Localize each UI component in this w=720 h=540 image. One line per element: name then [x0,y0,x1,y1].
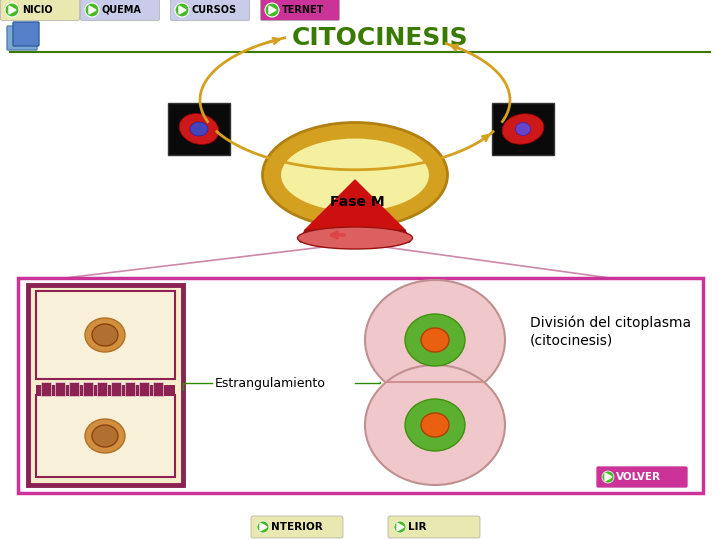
FancyBboxPatch shape [251,516,343,538]
Text: LIR: LIR [408,522,426,532]
FancyBboxPatch shape [261,0,340,21]
Text: TERNET: TERNET [282,5,325,15]
Ellipse shape [280,138,430,213]
Ellipse shape [405,399,465,451]
Bar [168,103,230,155]
Polygon shape [397,523,404,531]
Bar [36,395,175,477]
Text: CITOCINESIS: CITOCINESIS [292,26,468,50]
FancyBboxPatch shape [13,22,39,46]
Ellipse shape [365,280,505,400]
Ellipse shape [421,413,449,437]
Bar [83,382,93,396]
Bar [69,382,79,396]
Bar [41,382,51,396]
Ellipse shape [297,227,413,249]
Ellipse shape [92,425,118,447]
FancyBboxPatch shape [596,466,688,488]
FancyBboxPatch shape [7,26,37,50]
Ellipse shape [85,318,125,352]
Polygon shape [9,6,16,14]
Bar [55,382,65,396]
Bar [36,291,175,379]
Bar [153,382,163,396]
Circle shape [85,3,99,17]
Bar [28,285,183,485]
Bar [125,382,135,396]
Bar [139,382,149,396]
Circle shape [175,3,189,17]
Circle shape [265,3,279,17]
FancyBboxPatch shape [18,278,703,493]
Polygon shape [269,6,276,14]
Ellipse shape [405,314,465,366]
Circle shape [602,471,614,483]
Polygon shape [305,180,405,230]
FancyBboxPatch shape [1,0,79,21]
Ellipse shape [92,324,118,346]
Text: NTERIOR: NTERIOR [271,522,323,532]
Ellipse shape [263,123,448,227]
Text: NICIO: NICIO [22,5,53,15]
Text: VOLVER: VOLVER [616,472,661,482]
Ellipse shape [179,113,219,144]
Text: Estrangulamiento: Estrangulamiento [215,376,326,389]
FancyBboxPatch shape [81,0,160,21]
Ellipse shape [365,365,505,485]
Bar [111,382,121,396]
Text: División del citoplasma
(citocinesis): División del citoplasma (citocinesis) [530,315,691,348]
Circle shape [5,3,19,17]
FancyBboxPatch shape [171,0,250,21]
Text: Fase M: Fase M [330,195,384,209]
Bar [36,385,175,395]
Ellipse shape [85,419,125,453]
Polygon shape [89,6,96,14]
Text: QUEMA: QUEMA [102,5,142,15]
Ellipse shape [190,122,208,136]
Ellipse shape [516,123,531,136]
Polygon shape [605,473,612,481]
Circle shape [257,521,269,533]
Bar [492,103,554,155]
Ellipse shape [502,114,544,144]
Polygon shape [260,523,267,531]
Polygon shape [179,6,186,14]
Ellipse shape [421,328,449,352]
Polygon shape [300,230,410,242]
Bar [97,382,107,396]
Circle shape [394,521,406,533]
Text: CURSOS: CURSOS [192,5,237,15]
FancyBboxPatch shape [388,516,480,538]
